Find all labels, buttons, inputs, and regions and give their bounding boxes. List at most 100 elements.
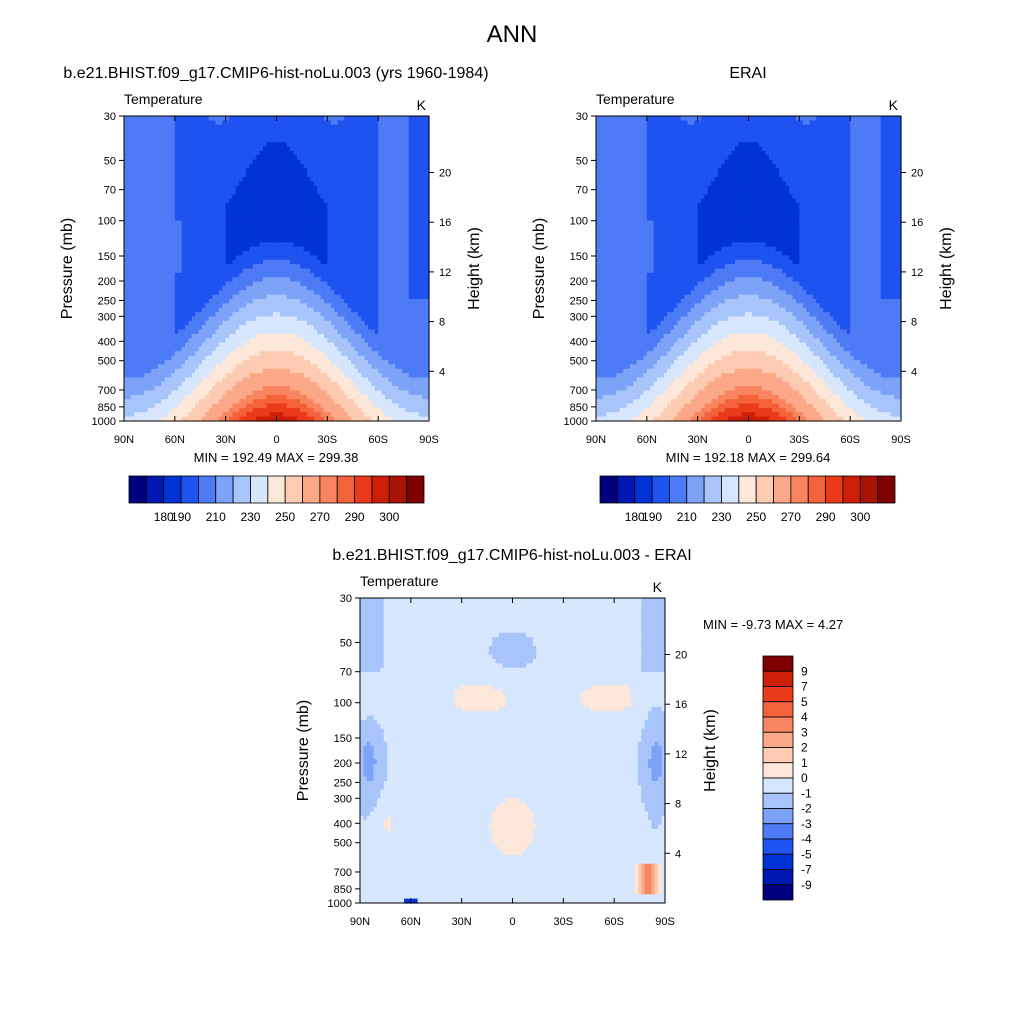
field-cell — [334, 181, 339, 187]
right-label: K — [417, 97, 427, 113]
field-cell — [290, 172, 295, 178]
field-cell — [273, 137, 278, 143]
field-cell — [296, 120, 301, 126]
field-cell — [313, 168, 318, 174]
field-cell — [334, 129, 339, 135]
field-cell — [266, 150, 271, 156]
field-cell — [401, 133, 406, 139]
field-cell — [408, 172, 413, 178]
field-cell — [201, 116, 206, 121]
field-cell — [422, 129, 427, 135]
field-cell — [337, 155, 342, 161]
field-cell — [300, 116, 305, 121]
field-cell — [191, 120, 196, 126]
field-cell — [405, 129, 410, 135]
field-cell — [418, 177, 423, 182]
field-cell — [164, 133, 169, 139]
field-cell — [239, 155, 244, 161]
field-cell — [168, 133, 173, 139]
field-cell — [320, 181, 325, 187]
field-cell — [401, 146, 406, 152]
field-cell — [317, 150, 322, 156]
field-cell — [151, 137, 156, 143]
field-cell — [201, 177, 206, 182]
field-cell — [279, 155, 284, 161]
field-cell — [401, 116, 406, 121]
field-cell — [174, 163, 179, 169]
field-cell — [374, 172, 379, 178]
field-cell — [330, 172, 335, 178]
field-cell — [300, 146, 305, 152]
field-cell — [293, 181, 298, 187]
field-cell — [181, 124, 186, 130]
field-cell — [144, 172, 149, 178]
field-cell — [215, 177, 220, 182]
field-cell — [283, 142, 288, 148]
field-cell — [262, 150, 267, 156]
field-cell — [127, 177, 132, 182]
field-cell — [357, 146, 362, 152]
field-cell — [307, 129, 311, 135]
field-cell — [181, 137, 186, 143]
field-cell — [327, 133, 332, 139]
field-cell — [401, 177, 406, 182]
field-cell — [124, 142, 128, 148]
field-cell — [337, 129, 342, 135]
field-cell — [320, 172, 325, 178]
field-cell — [279, 120, 284, 126]
field-cell — [378, 142, 383, 148]
field-cell — [279, 181, 284, 187]
field-cell — [249, 124, 254, 130]
field-cell — [405, 133, 410, 139]
field-cell — [191, 150, 196, 156]
field-cell — [293, 172, 298, 178]
field-cell — [242, 142, 247, 148]
field-cell — [147, 163, 152, 169]
field-cell — [340, 116, 345, 121]
field-cell — [130, 137, 135, 143]
field-cell — [340, 181, 345, 187]
field-cell — [391, 159, 396, 165]
field-cell — [269, 177, 274, 182]
field-cell — [398, 124, 403, 130]
field-cell — [283, 181, 288, 187]
field-cell — [273, 116, 278, 121]
field-cell — [330, 129, 335, 135]
field-cell — [422, 137, 427, 143]
field-cell — [164, 137, 169, 143]
field-cell — [354, 133, 359, 139]
field-cell — [388, 124, 393, 130]
field-cell — [344, 133, 349, 139]
field-cell — [127, 185, 132, 191]
field-cell — [340, 155, 345, 161]
field-cell — [127, 159, 132, 165]
field-cell — [130, 155, 135, 161]
field-cell — [313, 124, 318, 130]
field-cell — [235, 181, 240, 187]
field-cell — [391, 142, 396, 148]
field-cell — [168, 159, 173, 165]
field-cell — [154, 185, 159, 191]
field-cell — [307, 159, 311, 165]
field-cell — [368, 137, 372, 143]
field-cell — [215, 150, 220, 156]
field-cell — [303, 142, 308, 148]
field-cell — [191, 181, 196, 187]
field-cell — [303, 133, 308, 139]
field-cell — [317, 172, 322, 178]
field-cell — [191, 133, 196, 139]
field-cell — [218, 150, 223, 156]
field-cell — [293, 137, 298, 143]
field-cell — [229, 163, 234, 169]
field-cell — [388, 146, 393, 152]
field-cell — [252, 163, 257, 169]
field-cell — [195, 137, 200, 143]
field-cell — [137, 185, 142, 191]
field-cell — [161, 155, 166, 161]
field-cell — [330, 137, 335, 143]
field-cell — [337, 133, 342, 139]
field-cell — [124, 116, 128, 121]
field-cell — [161, 168, 166, 174]
field-cell — [249, 177, 254, 182]
field-cell — [171, 150, 176, 156]
